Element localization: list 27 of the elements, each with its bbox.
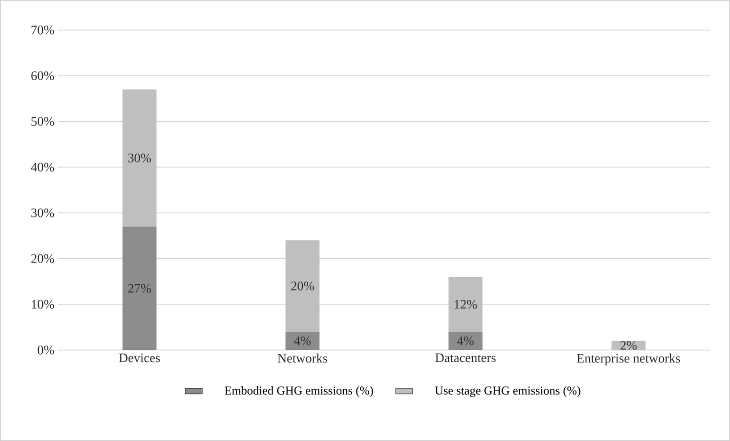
data-label: 30% <box>128 154 151 162</box>
y-tick-label: 30% <box>31 208 54 218</box>
bar <box>448 332 483 350</box>
data-label: 20% <box>291 282 314 290</box>
y-tick-label: 10% <box>32 300 54 309</box>
bar <box>122 89 156 227</box>
bar <box>122 226 156 350</box>
legend-label: Embodied GHG emissions (%) <box>224 386 374 398</box>
data-label: 27% <box>128 284 151 293</box>
legend-label: Use stage GHG emissions (%) <box>435 386 580 398</box>
x-tick-label: Enterprise networks <box>576 354 680 366</box>
bar <box>448 276 483 332</box>
y-tick-label: 0% <box>38 346 54 354</box>
x-tick-label: Networks <box>278 354 328 363</box>
y-tick-label: 60% <box>31 71 54 80</box>
bar <box>286 332 320 350</box>
data-label: 4% <box>457 336 474 346</box>
bar <box>286 240 320 332</box>
x-tick-label: Datacenters <box>435 354 496 362</box>
y-tick-label: 20% <box>31 254 54 263</box>
y-tick-label: 50% <box>31 117 54 126</box>
data-label: 2% <box>620 341 637 350</box>
data-label: 12% <box>454 300 477 309</box>
y-tick-label: 40% <box>30 162 54 172</box>
data-label: 4% <box>294 336 311 346</box>
y-tick-label: 70% <box>32 26 54 34</box>
x-tick-label: Devices <box>119 354 160 362</box>
